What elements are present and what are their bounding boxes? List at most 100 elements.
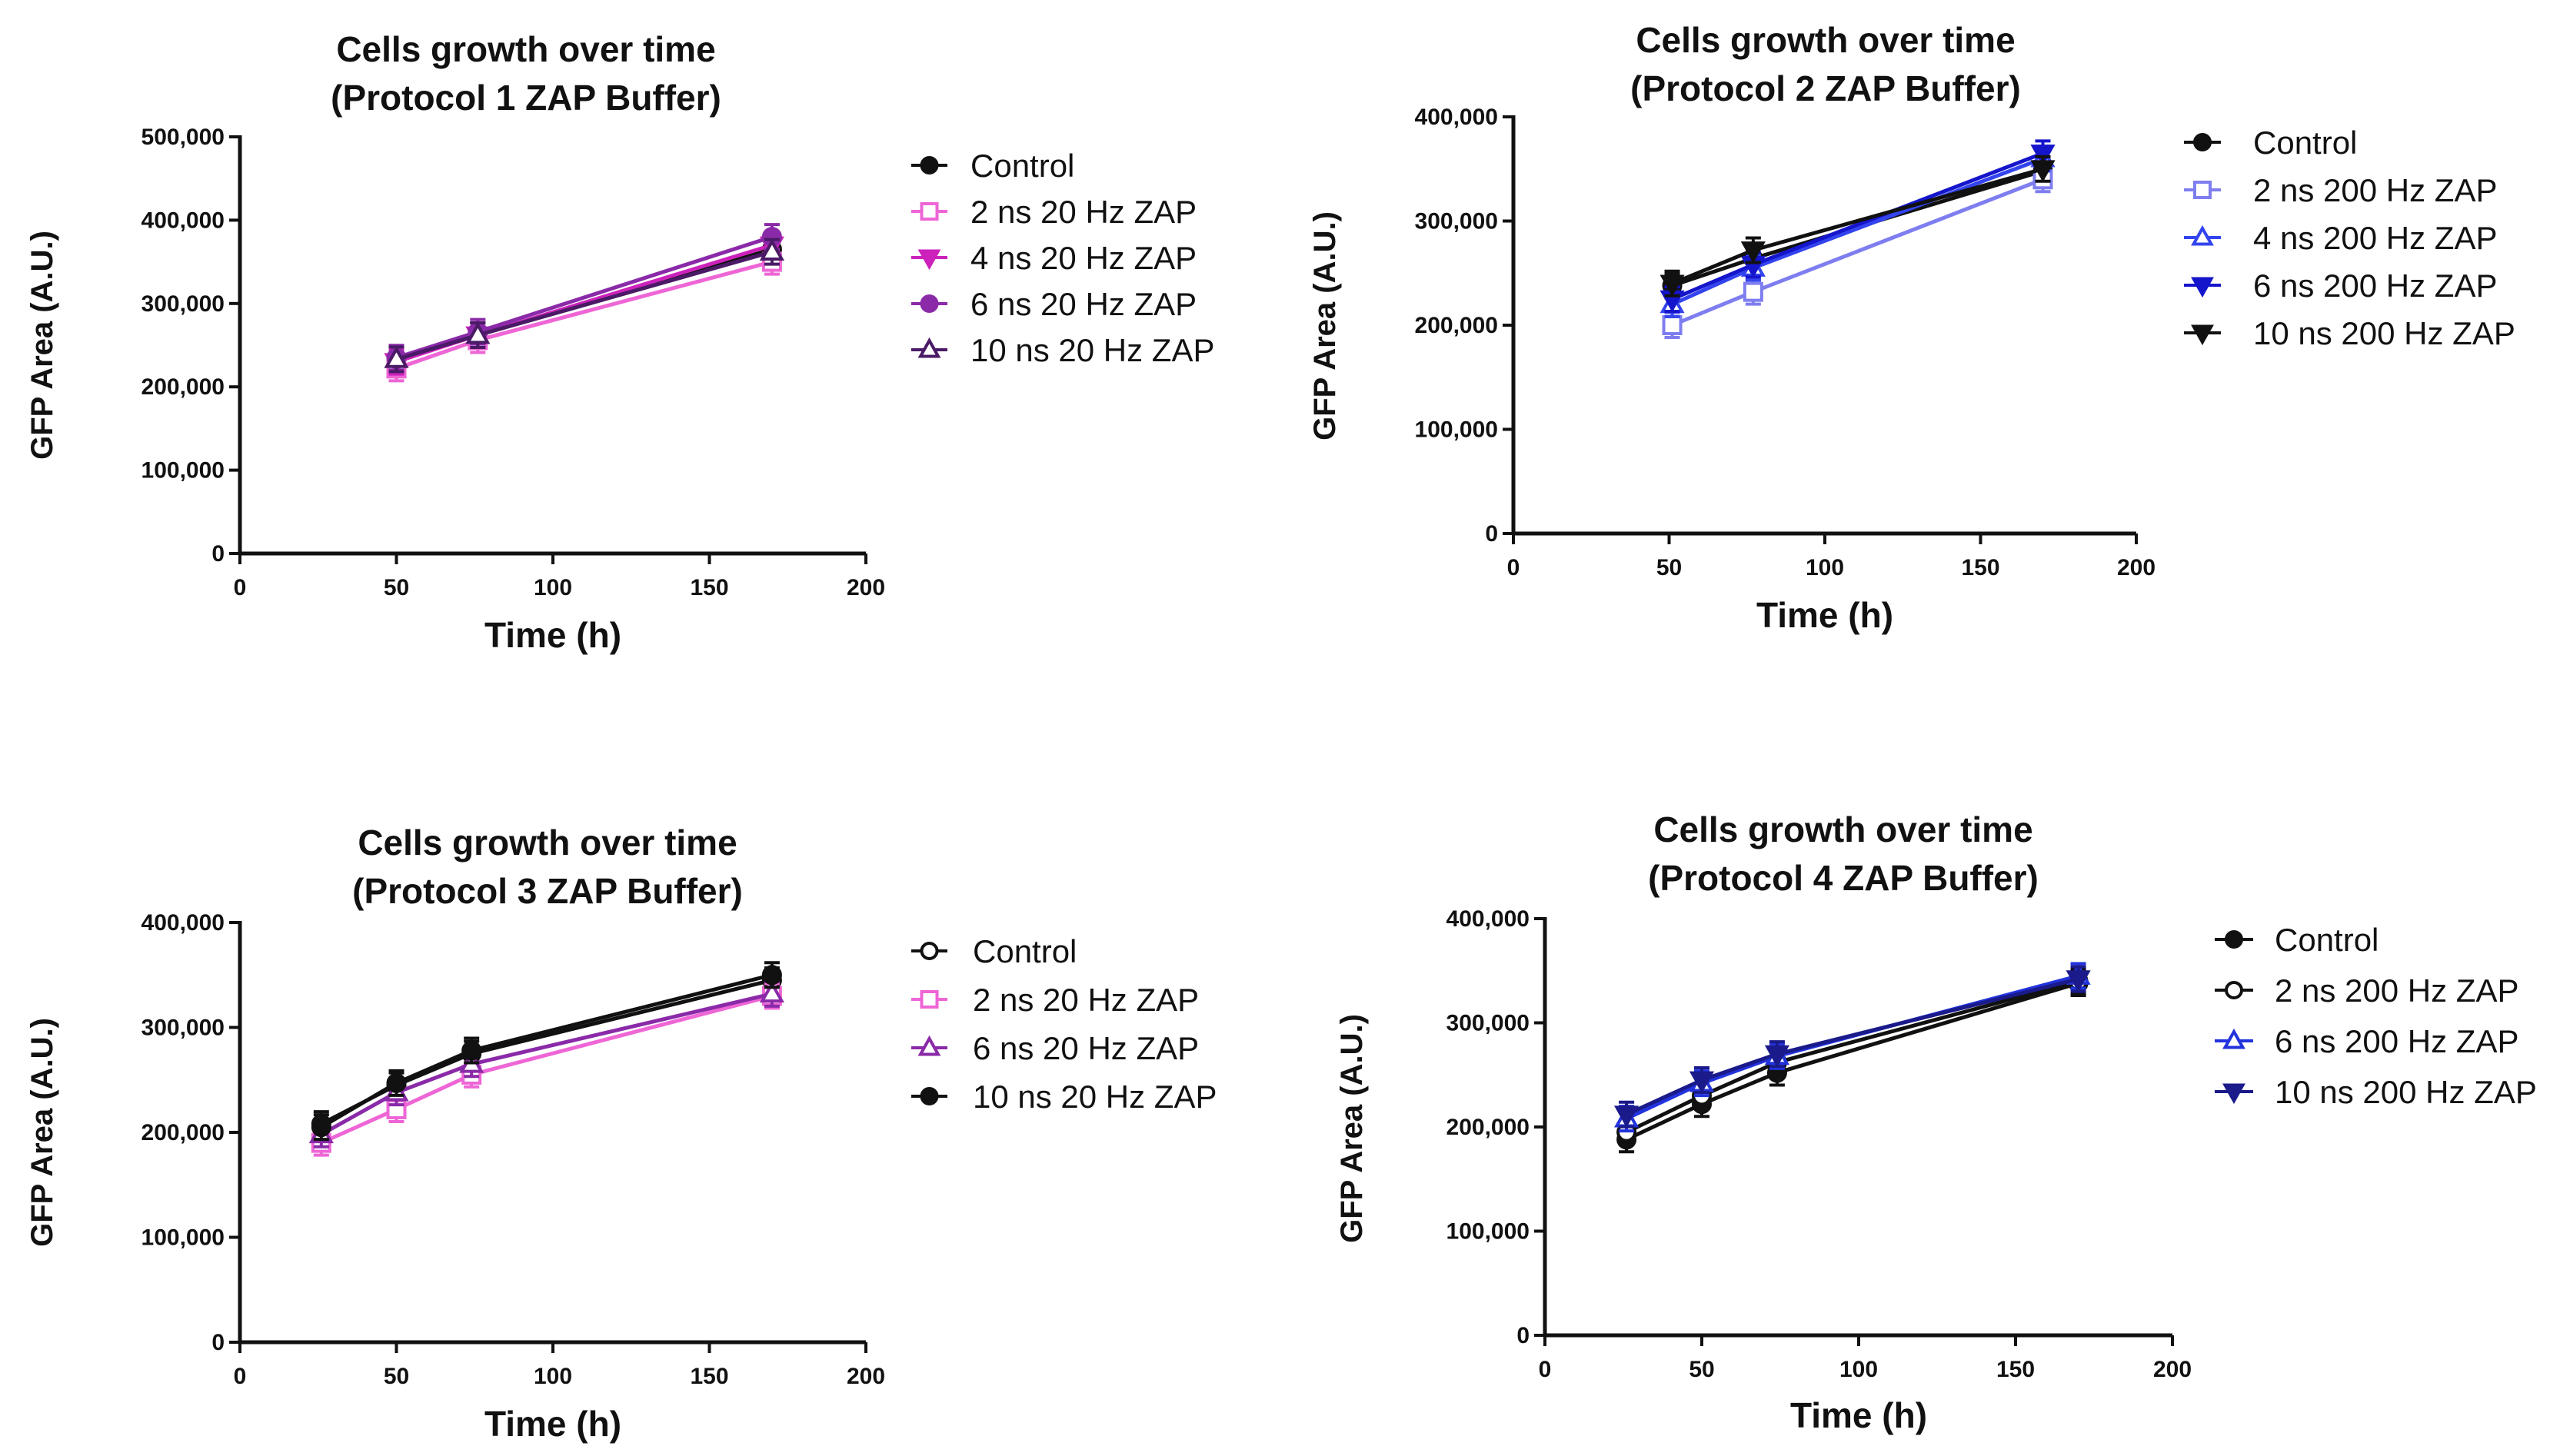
y-tick-label: 100,000 — [141, 458, 225, 484]
x-axis-label: Time (h) — [1790, 1395, 1927, 1435]
chart-subtitle: (Protocol 1 ZAP Buffer) — [331, 78, 721, 118]
data-point — [384, 346, 409, 368]
legend-label: Control — [970, 148, 1074, 184]
y-tick-label: 400,000 — [141, 208, 225, 233]
series-1 — [311, 966, 782, 1139]
series-line — [395, 234, 773, 360]
legend-marker — [917, 249, 941, 271]
legend-marker — [2222, 1083, 2245, 1105]
series-line — [320, 992, 773, 1136]
chart-title: Cells growth over time — [358, 823, 737, 863]
series-line — [1626, 977, 2079, 1117]
y-tick-label: 400,000 — [1415, 105, 1498, 130]
legend-marker — [917, 1035, 941, 1056]
series-line — [320, 972, 773, 1129]
data-point — [1662, 315, 1683, 335]
legend-marker — [917, 337, 941, 358]
series-2 — [1662, 165, 2053, 339]
y-axis-label: GFP Area (A.U.) — [25, 1018, 59, 1247]
series-4 — [311, 961, 782, 1142]
series-4 — [386, 223, 782, 372]
legend-label: 2 ns 200 Hz ZAP — [2275, 972, 2518, 1009]
data-point — [2030, 145, 2056, 167]
legend-marker — [920, 202, 939, 221]
y-tick-label: 400,000 — [1446, 906, 1530, 932]
chart-title: Cells growth over time — [1653, 809, 2032, 849]
series-5 — [384, 238, 784, 374]
data-point — [2030, 160, 2056, 183]
x-tick-label: 0 — [1507, 555, 1520, 580]
x-axis-label: Time (h) — [484, 615, 621, 655]
x-tick-label: 150 — [690, 1364, 728, 1389]
data-point — [761, 965, 782, 986]
x-tick-label: 50 — [1656, 555, 1682, 580]
chart-4: Cells growth over time (Protocol 4 ZAP Bu… — [1335, 809, 2537, 1435]
y-tick-label: 200,000 — [141, 374, 225, 400]
series-2 — [386, 248, 782, 383]
data-point — [1740, 241, 1766, 264]
legend-marker — [920, 156, 939, 175]
x-axis-label: Time (h) — [1756, 595, 1893, 635]
legend-label: 6 ns 200 Hz ZAP — [2253, 268, 2497, 304]
y-tick-label: 200,000 — [1415, 313, 1498, 338]
y-tick-label: 300,000 — [141, 1016, 225, 1041]
series-line — [1626, 981, 2079, 1142]
legend-label: Control — [2253, 125, 2357, 161]
data-point — [759, 980, 784, 1003]
series-4 — [1659, 139, 2056, 314]
y-tick-label: 200,000 — [141, 1120, 225, 1145]
chart-title: Cells growth over time — [1636, 20, 2015, 60]
x-tick-label: 0 — [234, 1364, 247, 1389]
y-tick-label: 500,000 — [141, 125, 225, 150]
x-tick-label: 100 — [1839, 1357, 1878, 1382]
legend-label: 10 ns 200 Hz ZAP — [2275, 1074, 2537, 1110]
y-tick-label: 0 — [1485, 521, 1498, 547]
series-3 — [1614, 962, 2091, 1133]
legend-marker — [2191, 277, 2214, 298]
y-tick-label: 100,000 — [141, 1225, 225, 1251]
legend-label: 6 ns 20 Hz ZAP — [970, 286, 1197, 322]
legend-label: 2 ns 20 Hz ZAP — [973, 982, 1199, 1018]
data-point — [461, 1040, 482, 1061]
legend-marker — [2191, 324, 2214, 346]
data-point — [2066, 970, 2091, 992]
legend-label: 6 ns 200 Hz ZAP — [2275, 1023, 2518, 1059]
series-line — [1671, 177, 2044, 327]
y-axis-label: GFP Area (A.U.) — [1308, 211, 1342, 440]
y-tick-label: 400,000 — [141, 910, 225, 936]
series-line — [1671, 151, 2044, 301]
legend: Control 2 ns 200 Hz ZAP 4 ns 200 Hz ZAP 6 n… — [2184, 125, 2515, 351]
x-tick-label: 50 — [384, 1364, 409, 1389]
legend: Control 2 ns 200 Hz ZAP 6 ns 200 Hz ZAP 10 … — [2215, 922, 2537, 1110]
legend: Control 2 ns 20 Hz ZAP 4 ns 20 Hz ZAP 6 ns … — [911, 148, 1214, 368]
data-point — [465, 321, 491, 344]
legend-label: Control — [2275, 922, 2379, 958]
legend-marker — [2225, 981, 2243, 999]
y-tick-label: 300,000 — [141, 291, 225, 317]
chart-title: Cells growth over time — [336, 29, 715, 69]
series-line — [320, 994, 773, 1145]
data-point — [1689, 1071, 1715, 1094]
y-tick-label: 300,000 — [1415, 209, 1498, 234]
legend-marker — [920, 1087, 939, 1105]
y-tick-label: 0 — [211, 541, 225, 567]
series-line — [1625, 979, 2079, 1135]
legend-marker — [920, 942, 939, 960]
chart-subtitle: (Protocol 4 ZAP Buffer) — [1648, 858, 2039, 898]
legend-label: 10 ns 20 Hz ZAP — [970, 332, 1214, 368]
data-point — [1614, 1105, 1640, 1129]
series-line — [395, 250, 773, 361]
legend-marker — [2193, 133, 2212, 151]
legend-label: 10 ns 200 Hz ZAP — [2253, 315, 2515, 351]
legend-label: Control — [973, 933, 1077, 969]
legend-marker — [2191, 224, 2214, 246]
x-tick-label: 0 — [234, 575, 247, 600]
x-tick-label: 200 — [847, 1364, 885, 1389]
y-tick-label: 300,000 — [1446, 1011, 1530, 1036]
x-tick-label: 150 — [1961, 555, 1999, 580]
x-tick-label: 100 — [534, 575, 572, 600]
data-point — [759, 238, 784, 261]
y-tick-label: 100,000 — [1446, 1219, 1530, 1245]
x-axis-label: Time (h) — [484, 1404, 621, 1444]
